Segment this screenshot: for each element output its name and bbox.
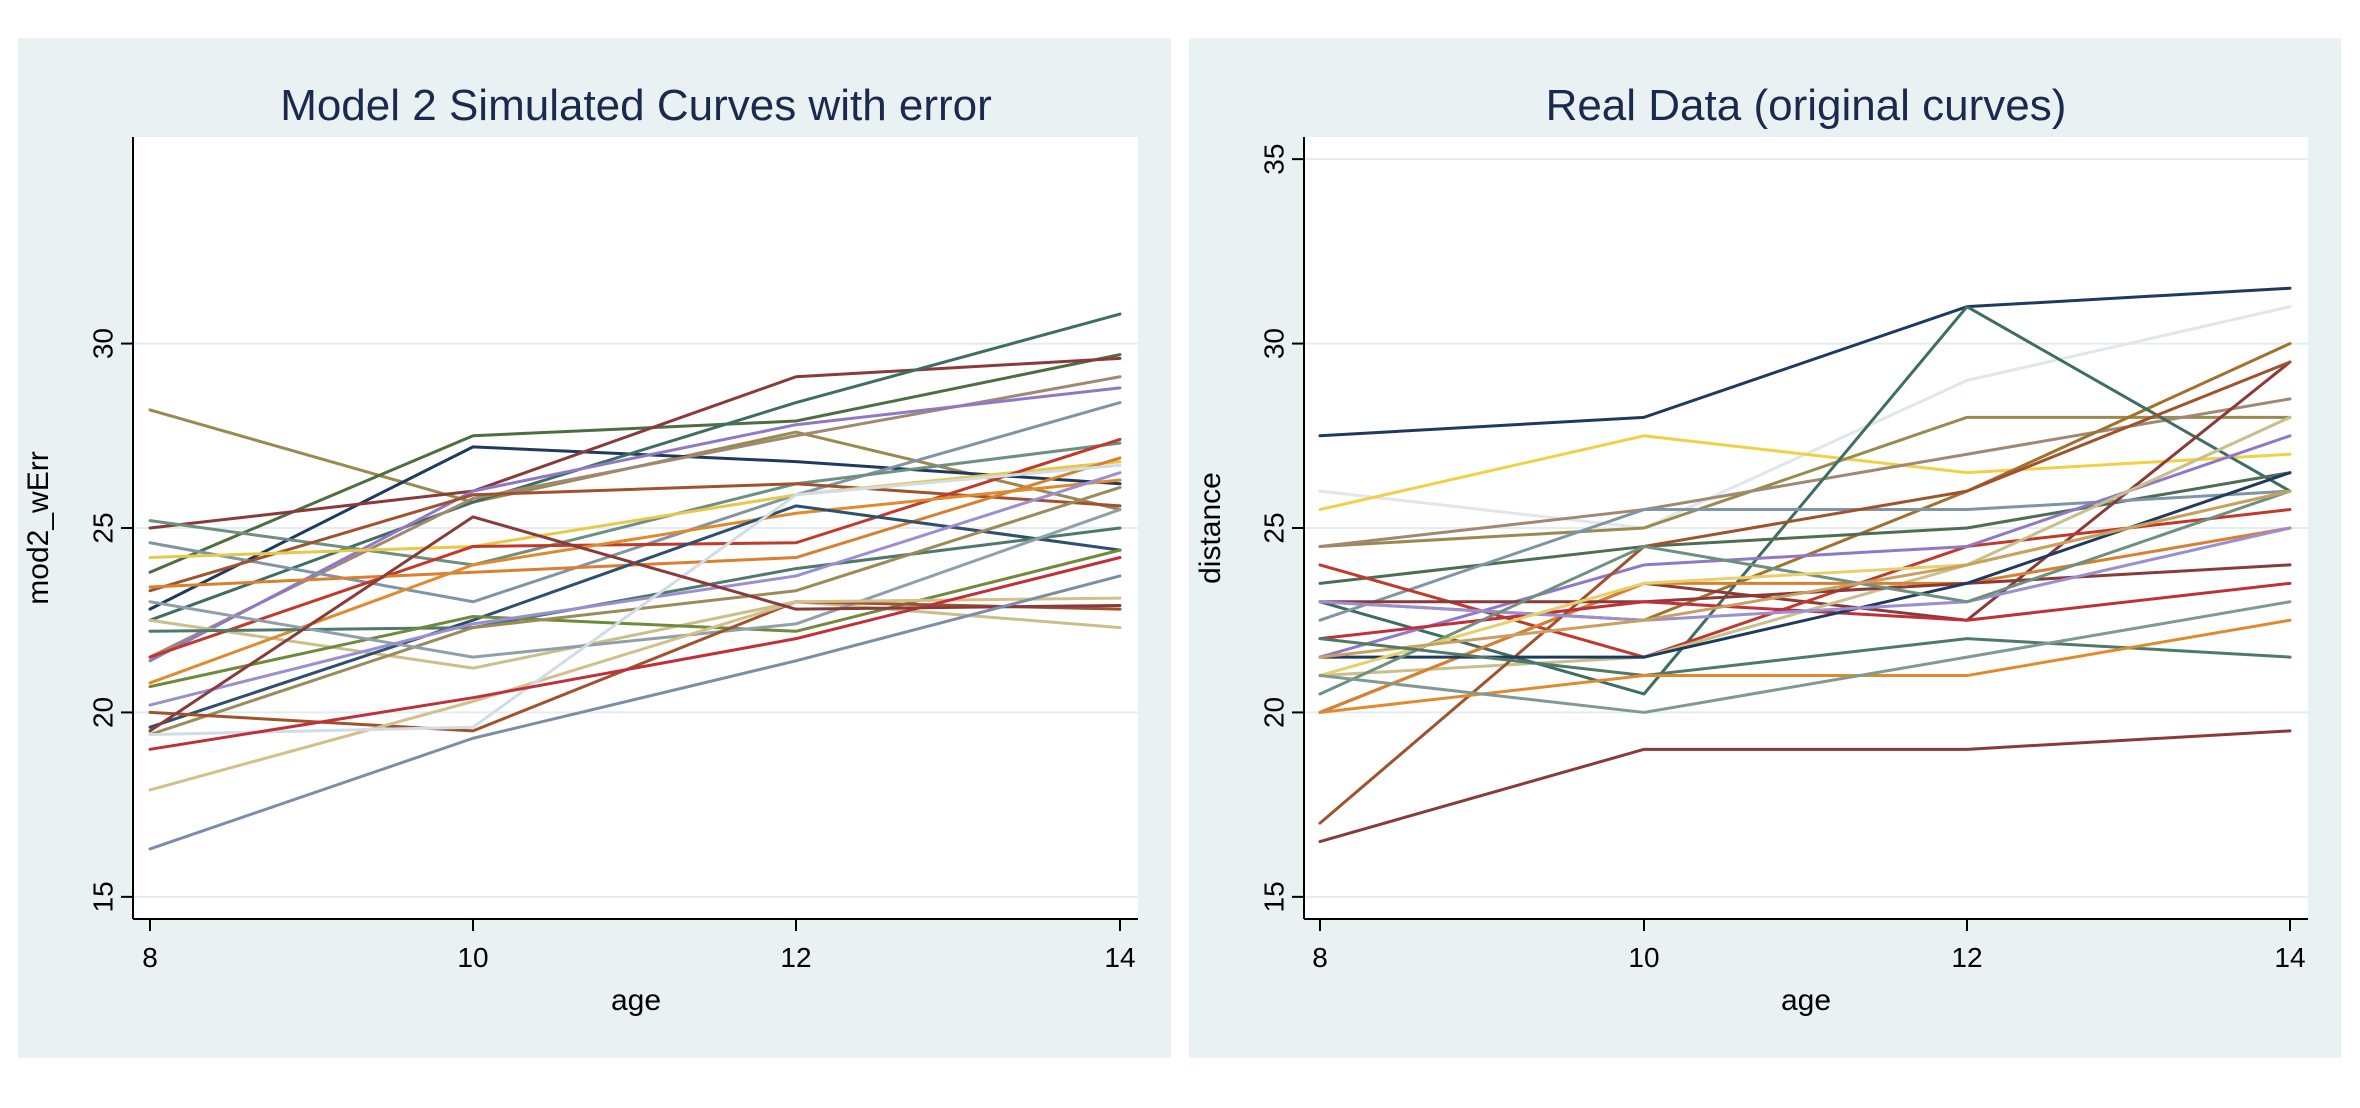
left-series-line-21 (148, 471, 1122, 707)
right-y-tick-label-30: 30 (1259, 328, 1290, 359)
left-x-axis-title: age (611, 984, 661, 1017)
left-x-tick-label-8: 8 (142, 942, 158, 973)
right-x-axis-title: age (1781, 984, 1831, 1017)
left-series-line-10 (148, 482, 1122, 593)
right-y-axis-title: distance (1194, 472, 1227, 584)
left-x-tick-label-10: 10 (457, 942, 488, 973)
left-series-line-25 (148, 556, 1122, 751)
left-series-line-20 (148, 508, 1122, 659)
right-series-line-9 (1318, 489, 2292, 622)
left-x-tick-label-14: 14 (1104, 942, 1135, 973)
right-x-tick-label-14: 14 (2274, 942, 2305, 973)
right-x-tick-label-10: 10 (1628, 942, 1659, 973)
left-series-line-5 (148, 312, 1122, 622)
left-x-tick-label-12: 12 (780, 942, 811, 973)
left-series-line-8 (148, 401, 1122, 604)
left-gridlines (133, 342, 1138, 898)
left-series-lines (148, 312, 1122, 851)
right-x-tick-label-12: 12 (1951, 942, 1982, 973)
right-axes: 15 20 25 30 35 8 10 12 14 (1259, 137, 2308, 973)
left-chart-title: Model 2 Simulated Curves with error (280, 81, 992, 130)
left-series-line-11 (148, 460, 1122, 560)
left-series-line-27 (148, 574, 1122, 851)
left-series-line-3 (148, 445, 1122, 611)
right-y-tick-label-15: 15 (1259, 881, 1290, 912)
left-y-axis-title: mod2_wErr (22, 451, 55, 604)
right-chart-panel: Real Data (original curves) age distance… (1189, 38, 2341, 1058)
right-series-line-22 (1318, 489, 2292, 659)
right-y-tick-label-35: 35 (1259, 144, 1290, 175)
left-series-line-4 (148, 356, 1122, 530)
right-series-line-3 (1318, 434, 2292, 512)
left-series-line-26 (148, 515, 1122, 733)
left-series-line-2 (148, 353, 1122, 574)
right-series-line-14 (1318, 526, 2292, 714)
right-series-line-25 (1318, 600, 2292, 714)
left-series-line-14 (148, 456, 1122, 589)
right-y-tick-label-20: 20 (1259, 697, 1290, 728)
right-x-tick-label-8: 8 (1312, 942, 1328, 973)
left-y-tick-label-15: 15 (88, 881, 119, 912)
right-chart-title: Real Data (original curves) (1546, 81, 2067, 130)
left-y-tick-label-20: 20 (88, 697, 119, 728)
right-series-line-1 (1318, 286, 2292, 438)
left-y-tick-label-25: 25 (88, 512, 119, 543)
left-series-line-7 (148, 386, 1122, 663)
left-series-line-12 (148, 600, 1122, 670)
right-y-tick-label-25: 25 (1259, 512, 1290, 543)
left-chart-panel: Model 2 Simulated Curves with error age … (18, 38, 1171, 1058)
left-axes: 15 20 25 30 8 10 12 14 (88, 137, 1138, 973)
right-series-line-16 (1318, 360, 2292, 825)
right-series-line-19 (1318, 526, 2292, 622)
left-series-line-24 (148, 463, 1122, 737)
left-series-line-22 (148, 600, 1122, 733)
right-series-lines (1318, 286, 2292, 844)
right-series-line-26 (1318, 729, 2292, 844)
left-y-tick-label-30: 30 (88, 328, 119, 359)
left-series-line-13 (148, 437, 1122, 659)
left-series-line-23 (148, 596, 1122, 792)
left-series-line-18 (148, 548, 1122, 689)
